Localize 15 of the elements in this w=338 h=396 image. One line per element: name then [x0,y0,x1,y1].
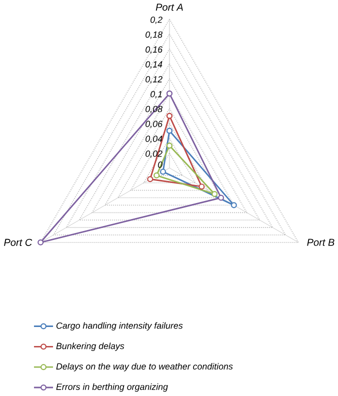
y-tick-label: 0,18 [145,31,162,39]
y-tick-label: 0,16 [145,46,162,54]
legend-label: Bunkering delays [56,342,124,351]
y-tick-label: 0,12 [145,76,162,84]
y-tick-label: 0,14 [145,61,162,69]
legend-label: Errors in berthing organizing [56,383,168,392]
y-tick-label: 0,04 [145,136,162,143]
legend-label: Cargo handling intensity failures [56,322,183,331]
y-tick-label: 0,2 [150,16,162,24]
legend-label: Delays on the way due to weather conditions [56,362,233,372]
y-tick-label: 0,1 [150,90,162,98]
spoke-label: Port C [4,238,32,246]
y-tick-label: 0,06 [145,120,162,128]
spoke-label: Port A [156,4,183,11]
spoke-label: Port B [306,238,334,246]
